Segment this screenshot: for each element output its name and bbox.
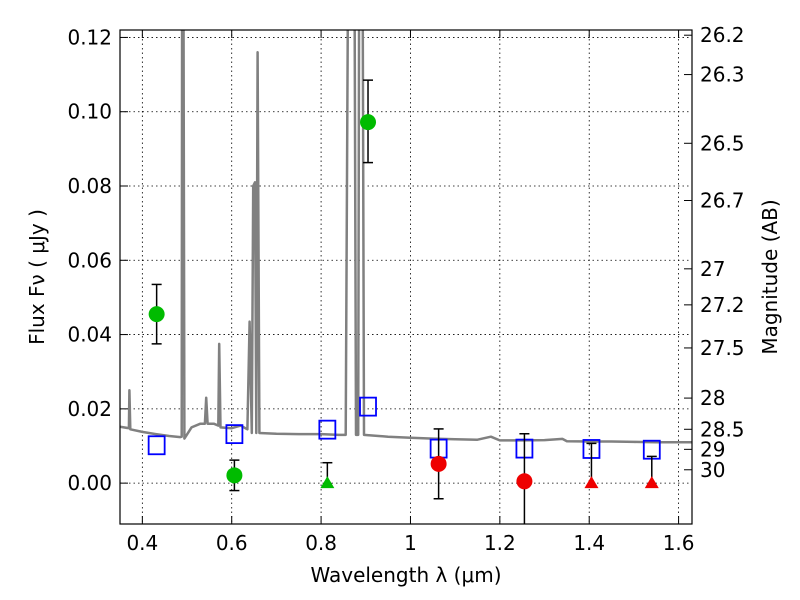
- upper-limit-marker: [584, 476, 599, 489]
- mag-tick-label: 27.5: [700, 336, 745, 360]
- x-tick-label: 0.6: [216, 531, 248, 555]
- model-square-point: [225, 424, 244, 445]
- data-point: [516, 473, 533, 490]
- mag-tick-label: 28.5: [700, 417, 745, 441]
- y-axis-label: Flux Fν ( μJy ): [25, 209, 49, 345]
- grid: [120, 30, 692, 524]
- mag-tick-label: 26.5: [700, 131, 745, 155]
- x-axis-label: Wavelength λ (μm): [310, 563, 501, 587]
- data-point: [226, 467, 243, 484]
- x-tick-label: 0.8: [305, 531, 337, 555]
- plot-frame: [119, 29, 693, 525]
- x-tick-label: 1.2: [484, 531, 516, 555]
- x-tick-label: 1.6: [663, 531, 695, 555]
- data-point: [430, 455, 447, 472]
- sed-line: [120, 30, 692, 444]
- mag-tick-label: 26.3: [700, 63, 745, 87]
- mag-tick-label: 29: [700, 437, 725, 461]
- mag-tick-label: 27.2: [700, 293, 745, 317]
- upper-limit-marker: [644, 476, 659, 489]
- mag-tick-label: 28: [700, 386, 725, 410]
- plot-area: [120, 30, 692, 524]
- mag-tick-label: 27: [700, 257, 725, 281]
- y-tick-label: 0.10: [67, 100, 112, 124]
- model-square-point: [359, 396, 377, 417]
- y-axis-label-right: Magnitude (AB): [758, 199, 782, 354]
- data-point: [148, 306, 165, 323]
- y-tick-label: 0.08: [67, 174, 112, 198]
- y-tick-label: 0.02: [67, 397, 112, 421]
- y-tick-label: 0.00: [67, 471, 112, 495]
- y-tick-label: 0.12: [67, 25, 112, 49]
- model-square-point: [147, 435, 166, 456]
- axes: 0.4 0.6 0.8 1 1.2 1.4 1.6 0.00 0.02 0.04 0.06 0.08 0…: [67, 23, 744, 555]
- x-tick-label: 0.4: [126, 531, 158, 555]
- mag-tick-label: 30: [700, 458, 725, 482]
- y-tick-label: 0.04: [67, 323, 112, 347]
- mag-tick-label: 26.2: [700, 23, 745, 47]
- data-point: [360, 114, 377, 131]
- y-tick-label: 0.06: [67, 248, 112, 272]
- mag-tick-label: 26.7: [700, 188, 745, 212]
- upper-limit-marker: [320, 476, 335, 489]
- x-tick-label: 1.4: [573, 531, 605, 555]
- model-square-point: [318, 419, 337, 440]
- x-tick-label: 1: [404, 531, 417, 555]
